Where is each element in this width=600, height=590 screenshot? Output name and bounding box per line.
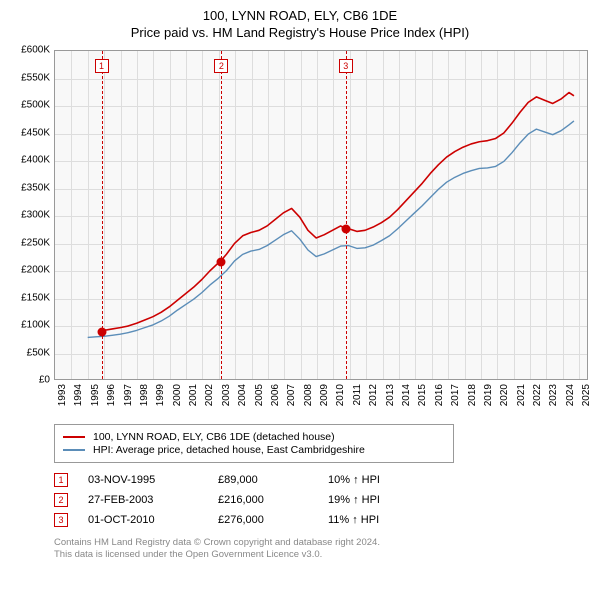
event-dot-3 <box>341 225 350 234</box>
event-marker-2: 2 <box>54 493 68 507</box>
y-tick-label: £50K <box>27 347 50 358</box>
x-tick-label: 2002 <box>204 384 215 406</box>
legend-item-property: 100, LYNN ROAD, ELY, CB6 1DE (detached h… <box>63 431 445 443</box>
y-axis: £0£50K£100K£150K£200K£250K£300K£350K£400… <box>12 50 54 380</box>
title-line1: 100, LYNN ROAD, ELY, CB6 1DE <box>12 8 588 23</box>
event-box-1: 1 <box>95 59 109 73</box>
x-tick-label: 2019 <box>483 384 494 406</box>
x-tick-label: 2010 <box>335 384 346 406</box>
chart: £0 £50K £100K £150K £200K £250K £300K £350K £400… <box>12 50 588 420</box>
x-tick-label: 1999 <box>155 384 166 406</box>
event-price-2: £216,000 <box>218 494 308 506</box>
legend-item-hpi: HPI: Average price, detached house, East… <box>63 444 445 456</box>
y-tick-label: £200K <box>21 265 50 276</box>
x-tick-label: 2024 <box>565 384 576 406</box>
x-tick-label: 2022 <box>532 384 543 406</box>
y-tick-label: £300K <box>21 210 50 221</box>
legend-swatch-hpi <box>63 449 85 451</box>
x-tick-label: 1996 <box>106 384 117 406</box>
legend-label-property: 100, LYNN ROAD, ELY, CB6 1DE (detached h… <box>93 431 335 443</box>
legend: 100, LYNN ROAD, ELY, CB6 1DE (detached h… <box>54 424 454 463</box>
y-tick-label: £100K <box>21 320 50 331</box>
event-row-3: 3 01-OCT-2010 £276,000 11% ↑ HPI <box>54 513 588 527</box>
y-tick-label: £550K <box>21 72 50 83</box>
y-tick-label: £150K <box>21 292 50 303</box>
chart-lines <box>55 51 587 379</box>
x-tick-label: 2025 <box>581 384 592 406</box>
x-tick-label: 2016 <box>434 384 445 406</box>
event-hpi-3: 11% ↑ HPI <box>328 514 379 526</box>
event-date-1: 03-NOV-1995 <box>88 474 198 486</box>
x-tick-label: 2013 <box>385 384 396 406</box>
event-price-1: £89,000 <box>218 474 308 486</box>
x-tick-label: 2020 <box>499 384 510 406</box>
y-tick-label: £350K <box>21 182 50 193</box>
y-tick-label: £600K <box>21 45 50 56</box>
event-date-2: 27-FEB-2003 <box>88 494 198 506</box>
y-tick-label: £500K <box>21 100 50 111</box>
x-tick-label: 2017 <box>450 384 461 406</box>
event-hpi-2: 19% ↑ HPI <box>328 494 380 506</box>
x-tick-label: 1993 <box>57 384 68 406</box>
x-tick-label: 1994 <box>73 384 84 406</box>
event-row-1: 1 03-NOV-1995 £89,000 10% ↑ HPI <box>54 473 588 487</box>
event-box-2: 2 <box>214 59 228 73</box>
x-axis: 1993 1994 1995 1996 1997 1998 1999 2000 2001 2002… <box>54 380 588 420</box>
legend-swatch-property <box>63 436 85 438</box>
x-tick-label: 2018 <box>467 384 478 406</box>
legend-label-hpi: HPI: Average price, detached house, East… <box>93 444 365 456</box>
x-tick-label: 1995 <box>90 384 101 406</box>
y-tick-label: £400K <box>21 155 50 166</box>
event-hpi-1: 10% ↑ HPI <box>328 474 380 486</box>
x-tick-label: 2021 <box>516 384 527 406</box>
plot-area: 1 2 3 <box>54 50 588 380</box>
x-tick-label: 2008 <box>303 384 314 406</box>
x-tick-label: 2006 <box>270 384 281 406</box>
x-tick-label: 2012 <box>368 384 379 406</box>
y-tick-label: £0 <box>39 375 50 386</box>
x-tick-label: 1998 <box>139 384 150 406</box>
event-marker-1: 1 <box>54 473 68 487</box>
x-tick-label: 2007 <box>286 384 297 406</box>
title-line2: Price paid vs. HM Land Registry's House … <box>12 25 588 40</box>
event-dot-1 <box>97 328 106 337</box>
x-tick-label: 2003 <box>221 384 232 406</box>
attribution-line2: This data is licensed under the Open Gov… <box>54 549 588 561</box>
x-tick-label: 1997 <box>123 384 134 406</box>
attribution-line1: Contains HM Land Registry data © Crown c… <box>54 537 588 549</box>
event-dot-2 <box>217 258 226 267</box>
x-tick-label: 2009 <box>319 384 330 406</box>
x-tick-label: 2001 <box>188 384 199 406</box>
event-box-3: 3 <box>339 59 353 73</box>
events-table: 1 03-NOV-1995 £89,000 10% ↑ HPI 2 27-FEB… <box>54 473 588 527</box>
x-tick-label: 2004 <box>237 384 248 406</box>
x-tick-label: 2000 <box>172 384 183 406</box>
event-row-2: 2 27-FEB-2003 £216,000 19% ↑ HPI <box>54 493 588 507</box>
event-price-3: £276,000 <box>218 514 308 526</box>
x-tick-label: 2011 <box>352 384 363 406</box>
x-tick-label: 2023 <box>548 384 559 406</box>
y-tick-label: £450K <box>21 127 50 138</box>
attribution: Contains HM Land Registry data © Crown c… <box>54 537 588 562</box>
x-tick-label: 2014 <box>401 384 412 406</box>
event-date-3: 01-OCT-2010 <box>88 514 198 526</box>
event-marker-3: 3 <box>54 513 68 527</box>
x-tick-label: 2015 <box>417 384 428 406</box>
chart-title: 100, LYNN ROAD, ELY, CB6 1DE Price paid … <box>12 8 588 40</box>
y-tick-label: £250K <box>21 237 50 248</box>
x-tick-label: 2005 <box>254 384 265 406</box>
